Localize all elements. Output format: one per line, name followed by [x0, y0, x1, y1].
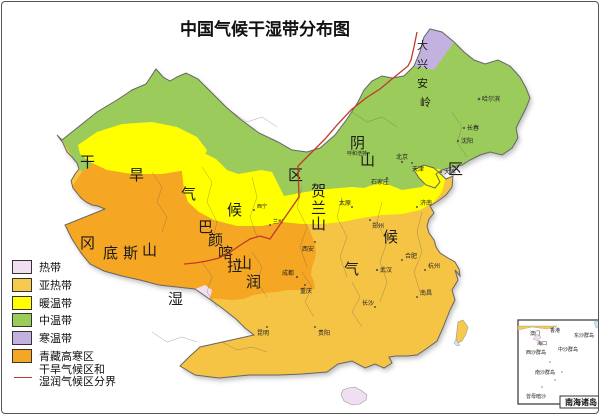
- svg-text:昆明: 昆明: [257, 330, 269, 337]
- svg-text:天津: 天津: [412, 166, 424, 173]
- svg-text:气: 气: [181, 186, 196, 203]
- svg-text:石家庄: 石家庄: [371, 178, 389, 186]
- svg-text:湿: 湿: [168, 291, 183, 308]
- svg-text:兴: 兴: [417, 58, 428, 71]
- svg-text:贺: 贺: [311, 183, 326, 200]
- svg-text:济南: 济南: [420, 199, 432, 207]
- svg-text:大: 大: [417, 38, 428, 52]
- svg-text:山: 山: [237, 255, 252, 272]
- svg-text:呼和浩特: 呼和浩特: [347, 150, 367, 157]
- svg-text:太原: 太原: [339, 199, 351, 207]
- svg-text:候: 候: [227, 202, 242, 219]
- svg-text:贵阳: 贵阳: [318, 329, 330, 337]
- svg-text:南海诸岛: 南海诸岛: [565, 397, 597, 407]
- svg-text:干: 干: [80, 154, 95, 171]
- svg-text:澳门: 澳门: [530, 330, 540, 337]
- svg-text:郑州: 郑州: [372, 222, 384, 230]
- svg-text:区: 区: [288, 167, 303, 184]
- svg-text:旱: 旱: [129, 167, 144, 184]
- svg-text:北京: 北京: [396, 153, 408, 161]
- svg-text:南昌: 南昌: [420, 289, 432, 297]
- svg-text:长沙: 长沙: [362, 299, 374, 307]
- svg-text:哈尔滨: 哈尔滨: [482, 95, 500, 103]
- svg-text:岭: 岭: [420, 95, 431, 109]
- svg-text:沈阳: 沈阳: [461, 137, 473, 145]
- svg-text:山: 山: [142, 242, 157, 259]
- svg-text:候: 候: [383, 229, 398, 246]
- svg-text:长春: 长春: [467, 124, 479, 132]
- svg-text:安: 安: [417, 76, 428, 90]
- svg-text:中沙群岛: 中沙群岛: [558, 346, 578, 353]
- svg-text:香港: 香港: [550, 327, 560, 334]
- svg-text:重庆: 重庆: [300, 287, 312, 295]
- svg-text:山: 山: [311, 216, 326, 233]
- svg-text:阴: 阴: [350, 135, 365, 152]
- svg-text:曾母暗沙: 曾母暗沙: [526, 393, 546, 400]
- svg-text:成都: 成都: [282, 269, 294, 277]
- svg-text:冈: 冈: [80, 235, 95, 252]
- svg-text:西宁: 西宁: [257, 203, 267, 210]
- svg-text:大连: 大连: [444, 168, 456, 176]
- svg-text:杭州: 杭州: [428, 262, 440, 270]
- svg-text:西沙群岛: 西沙群岛: [526, 349, 546, 356]
- svg-text:合肥: 合肥: [405, 252, 417, 260]
- svg-text:南沙群岛: 南沙群岛: [535, 369, 555, 376]
- svg-text:兰: 兰: [311, 200, 326, 217]
- svg-text:海口: 海口: [537, 340, 547, 347]
- svg-text:西安: 西安: [302, 245, 314, 253]
- svg-text:武汉: 武汉: [380, 266, 392, 274]
- svg-text:东沙群岛: 东沙群岛: [574, 332, 594, 339]
